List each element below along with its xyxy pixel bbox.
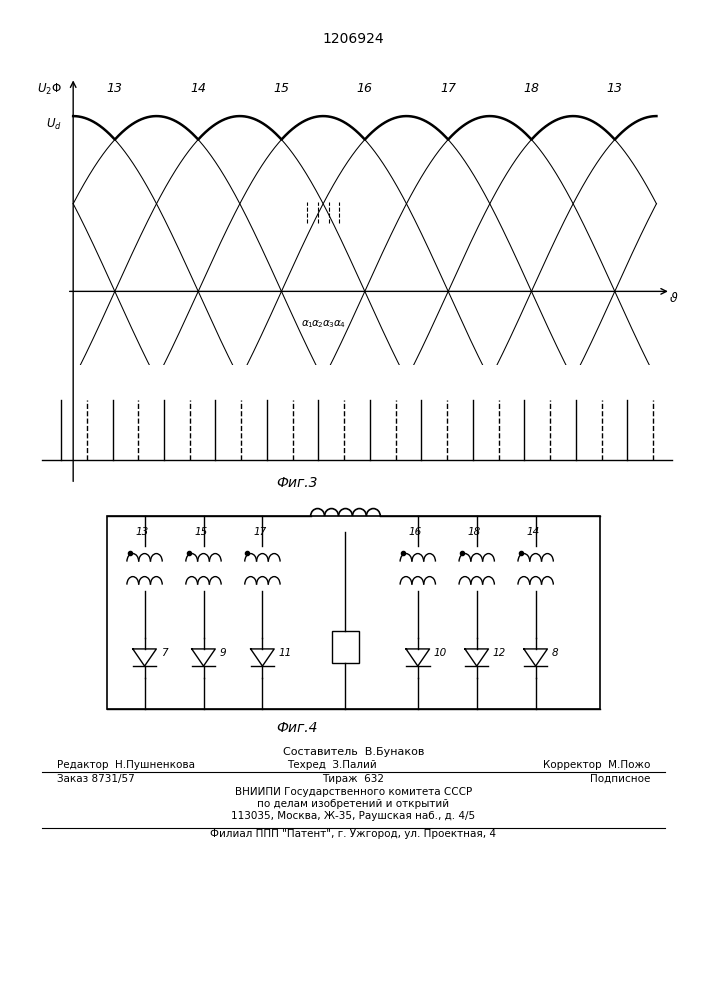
Bar — [332, 631, 359, 663]
Text: 17: 17 — [253, 527, 267, 537]
Text: Заказ 8731/57: Заказ 8731/57 — [57, 774, 134, 784]
Text: Составитель  В.Бунаков: Составитель В.Бунаков — [283, 747, 424, 757]
Bar — [107, 516, 600, 709]
Text: Фиг.3: Фиг.3 — [276, 476, 317, 490]
Text: 1206924: 1206924 — [322, 32, 385, 46]
Text: 15: 15 — [194, 527, 207, 537]
Text: 14: 14 — [190, 82, 206, 95]
Text: 16: 16 — [357, 82, 373, 95]
Text: 113035, Москва, Ж-35, Раушская наб., д. 4/5: 113035, Москва, Ж-35, Раушская наб., д. … — [231, 811, 476, 821]
Text: $\alpha_4$: $\alpha_4$ — [332, 318, 346, 330]
Text: 13: 13 — [607, 82, 623, 95]
Text: 18: 18 — [467, 527, 481, 537]
Text: 13: 13 — [107, 82, 123, 95]
Text: 8: 8 — [551, 648, 559, 658]
Text: Подписное: Подписное — [590, 774, 650, 784]
Text: по делам изобретений и открытий: по делам изобретений и открытий — [257, 799, 450, 809]
Text: ВНИИПИ Государственного комитета СССР: ВНИИПИ Государственного комитета СССР — [235, 787, 472, 797]
Text: 14: 14 — [526, 527, 539, 537]
Text: Тираж  632: Тираж 632 — [322, 774, 385, 784]
Text: 9: 9 — [220, 648, 226, 658]
Text: 16: 16 — [409, 527, 422, 537]
Text: 10: 10 — [434, 648, 447, 658]
Text: 7: 7 — [160, 648, 168, 658]
Text: Корректор  М.Пожо: Корректор М.Пожо — [543, 760, 650, 770]
Text: 11: 11 — [279, 648, 292, 658]
Text: 12: 12 — [493, 648, 506, 658]
Text: $U_d$: $U_d$ — [46, 117, 62, 132]
Text: Редактор  Н.Пушненкова: Редактор Н.Пушненкова — [57, 760, 194, 770]
Text: $\alpha_2$: $\alpha_2$ — [311, 318, 324, 330]
Text: Фиг.4: Фиг.4 — [276, 721, 317, 735]
Text: $U_2\Phi$: $U_2\Phi$ — [37, 82, 62, 97]
Text: Техред  З.Палий: Техред З.Палий — [288, 760, 377, 770]
Text: 13: 13 — [135, 527, 148, 537]
Text: 15: 15 — [274, 82, 289, 95]
Text: $\vartheta$: $\vartheta$ — [670, 291, 679, 305]
Text: 17: 17 — [440, 82, 456, 95]
Text: $\alpha_1$: $\alpha_1$ — [300, 318, 314, 330]
Text: Филиал ППП "Патент", г. Ужгород, ул. Проектная, 4: Филиал ППП "Патент", г. Ужгород, ул. Про… — [211, 829, 496, 839]
Text: 18: 18 — [523, 82, 539, 95]
Text: $\alpha_3$: $\alpha_3$ — [322, 318, 335, 330]
